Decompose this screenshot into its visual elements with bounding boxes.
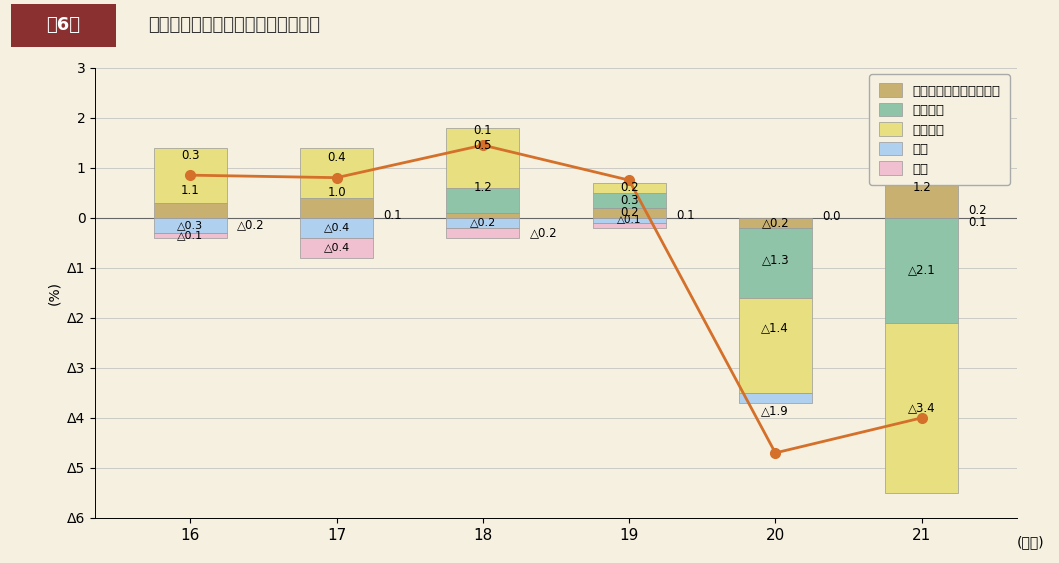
Text: △0.1: △0.1 — [616, 215, 642, 225]
Bar — [739, 393, 812, 403]
Bar — [154, 148, 227, 203]
Bar — [885, 323, 958, 493]
Bar — [154, 218, 227, 233]
Text: △0.3: △0.3 — [177, 220, 203, 230]
Bar — [885, 218, 958, 323]
Text: 0.4: 0.4 — [327, 151, 346, 164]
Text: △2.1: △2.1 — [908, 263, 935, 277]
Text: 0.1: 0.1 — [676, 209, 695, 222]
Text: 1.0: 1.0 — [327, 186, 346, 199]
Bar — [154, 233, 227, 238]
Text: 0.3: 0.3 — [620, 194, 639, 207]
Bar — [885, 148, 958, 158]
Bar — [593, 223, 666, 227]
Bar — [300, 238, 373, 258]
Text: △0.2: △0.2 — [530, 226, 557, 239]
Text: 0.0: 0.0 — [822, 210, 841, 223]
Text: △3.4: △3.4 — [908, 401, 935, 414]
Text: △0.2: △0.2 — [237, 218, 265, 232]
Bar — [446, 213, 519, 218]
Text: △0.2: △0.2 — [761, 216, 789, 229]
Bar — [300, 148, 373, 198]
Y-axis label: (%): (%) — [48, 281, 61, 305]
Text: △0.4: △0.4 — [323, 223, 349, 233]
Text: △1.4: △1.4 — [761, 321, 789, 334]
Text: 1.1: 1.1 — [181, 184, 200, 196]
Bar — [593, 218, 666, 223]
Text: (年度): (年度) — [1017, 535, 1044, 549]
Bar — [739, 227, 812, 298]
Text: △0.4: △0.4 — [323, 243, 349, 253]
Bar — [300, 218, 373, 238]
Text: 0.1: 0.1 — [473, 124, 492, 137]
Text: △1.9: △1.9 — [761, 404, 789, 417]
Text: △1.3: △1.3 — [761, 254, 789, 267]
Bar — [885, 142, 958, 148]
Text: 国内総支出の増加率に対する寤与度: 国内総支出の増加率に対する寤与度 — [148, 16, 320, 34]
Bar — [593, 208, 666, 218]
FancyBboxPatch shape — [11, 4, 116, 47]
Text: 0.3: 0.3 — [181, 149, 199, 162]
Bar — [739, 218, 812, 227]
Text: △0.2: △0.2 — [470, 218, 496, 227]
Bar — [446, 187, 519, 213]
Bar — [446, 227, 519, 238]
Text: 0.2: 0.2 — [620, 206, 639, 219]
Text: △0.1: △0.1 — [177, 230, 203, 240]
Text: 0.5: 0.5 — [473, 138, 492, 151]
Text: 1.2: 1.2 — [473, 181, 492, 194]
Text: 0.2: 0.2 — [968, 204, 987, 217]
Text: 1.2: 1.2 — [912, 181, 931, 194]
Bar — [885, 158, 958, 218]
Legend: 財貨・サービスの純輸出, 家計部門, 企業部門, 地方, 中央: 財貨・サービスの純輸出, 家計部門, 企業部門, 地方, 中央 — [869, 74, 1010, 185]
Bar — [154, 203, 227, 218]
Bar — [593, 193, 666, 208]
Text: 0.2: 0.2 — [620, 181, 639, 194]
Bar — [446, 128, 519, 187]
Bar — [300, 198, 373, 218]
Bar — [446, 218, 519, 227]
Text: 第6図: 第6図 — [47, 16, 80, 34]
Bar — [593, 182, 666, 193]
Text: 0.1: 0.1 — [383, 209, 402, 222]
Text: 0.1: 0.1 — [968, 216, 987, 229]
Bar — [739, 298, 812, 393]
